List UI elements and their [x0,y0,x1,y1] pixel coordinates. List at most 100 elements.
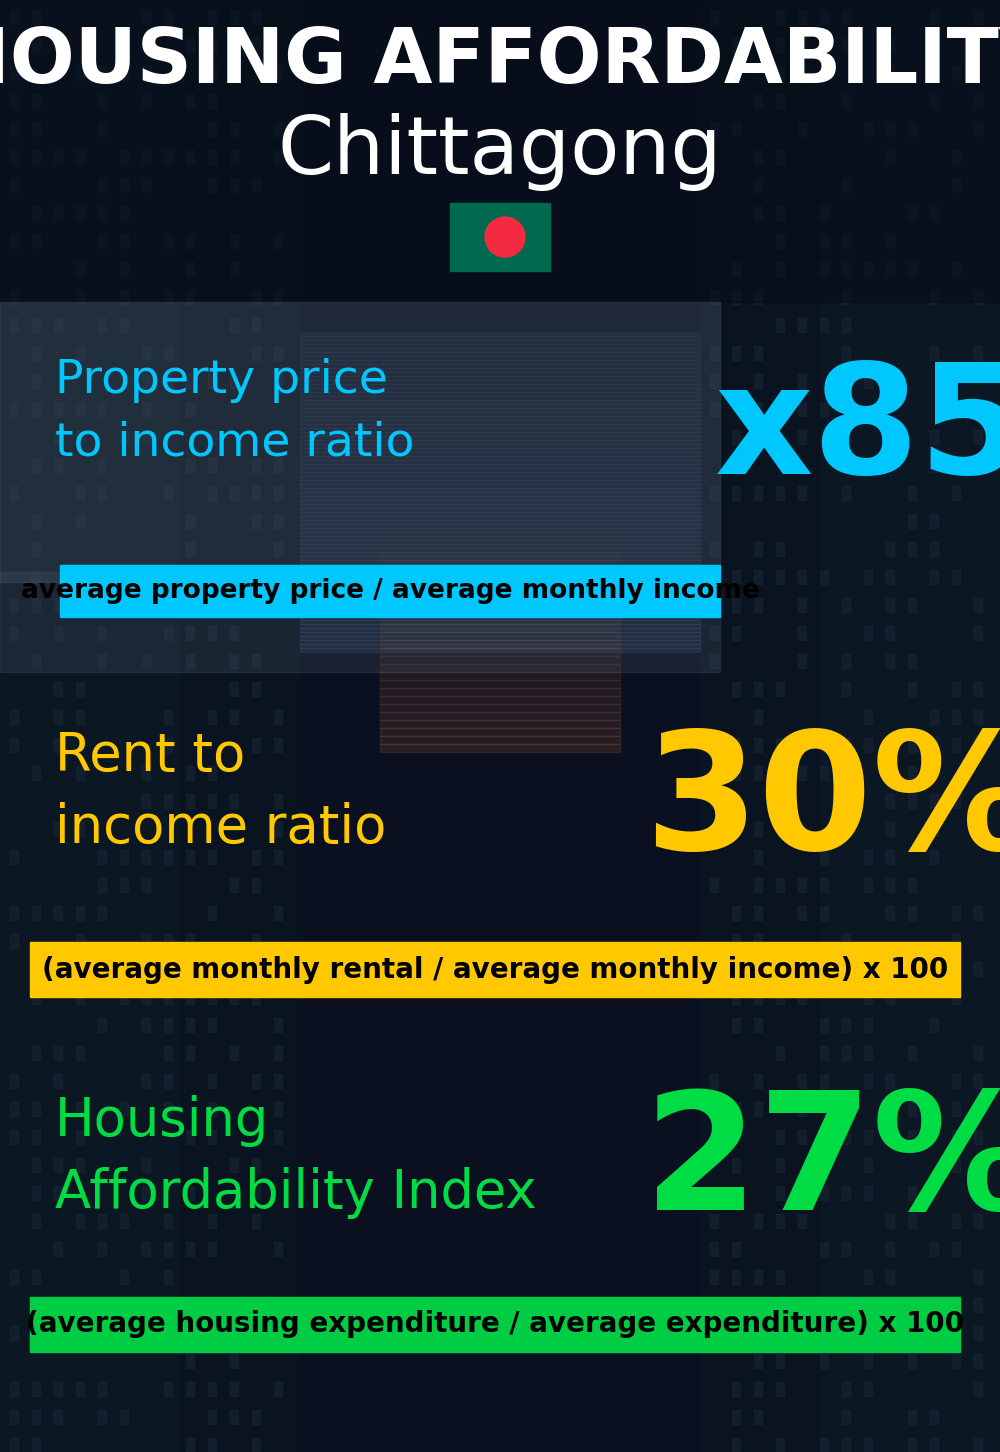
Bar [820,626,828,640]
Bar [710,179,718,192]
Bar [54,822,62,836]
Bar [930,1045,938,1060]
Bar [908,457,916,472]
Bar [776,571,784,584]
Bar [300,351,700,356]
Bar [142,849,150,864]
Bar [886,963,894,976]
Bar [164,122,172,136]
Bar [732,934,740,948]
Bar [10,1214,18,1228]
Bar [908,1241,916,1256]
Bar [732,963,740,976]
Bar [798,1270,806,1284]
Bar [776,457,784,472]
Bar [908,1159,916,1172]
Bar [10,290,18,303]
Bar [274,542,282,556]
Bar [380,640,620,648]
Bar [952,767,960,780]
Bar [230,1437,238,1452]
Bar [710,1102,718,1117]
Bar [120,1214,128,1228]
Bar [886,1241,894,1256]
Bar [300,624,700,629]
Bar [208,65,216,80]
Bar [732,682,740,696]
Bar [952,179,960,192]
Bar [300,579,700,584]
Bar [974,318,982,333]
Bar [864,963,872,976]
Bar [886,626,894,640]
Bar [274,375,282,388]
Bar [120,963,128,976]
Bar [798,430,806,444]
Text: Chittagong: Chittagong [278,113,722,192]
Bar [710,878,718,892]
Bar [76,653,84,668]
Bar [776,767,784,780]
Bar [54,1045,62,1060]
Bar [864,1437,872,1452]
Bar [820,653,828,668]
Bar [32,738,40,752]
Bar [252,150,260,164]
Bar [300,488,700,492]
Bar [908,261,916,276]
Bar [10,10,18,25]
Bar [300,611,700,616]
Bar [974,1326,982,1340]
Bar [842,738,850,752]
Bar [864,402,872,417]
Bar [974,430,982,444]
Bar [908,1186,916,1199]
Bar [54,150,62,164]
Bar [776,1241,784,1256]
Bar [274,934,282,948]
Bar [300,648,700,652]
Bar [974,346,982,360]
Bar [98,1130,106,1144]
Bar [120,822,128,836]
Bar [380,680,620,688]
Bar [274,906,282,921]
Bar [10,934,18,948]
Bar [98,626,106,640]
Bar [10,150,18,164]
Text: Property price
to income ratio: Property price to income ratio [55,359,414,466]
Bar [164,1159,172,1172]
Bar [952,1018,960,1032]
Bar [710,1437,718,1452]
Bar [76,878,84,892]
Bar [10,375,18,388]
Text: 27%: 27% [644,1086,1000,1244]
Bar [186,878,194,892]
Bar [952,122,960,136]
Bar [864,1159,872,1172]
Bar [120,878,128,892]
Bar [710,1159,718,1172]
Bar [842,1355,850,1368]
Bar [54,682,62,696]
Bar [274,1018,282,1032]
Bar [732,1018,740,1032]
Bar [274,1045,282,1060]
Bar [300,556,700,560]
Bar [820,122,828,136]
Bar [974,1159,982,1172]
Bar [186,767,194,780]
Bar [908,906,916,921]
Bar [10,457,18,472]
Bar [776,514,784,529]
Bar [300,629,700,632]
Bar [820,598,828,611]
Bar [164,38,172,52]
Bar [32,206,40,221]
Bar [930,179,938,192]
Bar [274,402,282,417]
Bar [300,497,700,499]
Bar [710,571,718,584]
Bar [98,822,106,836]
Bar [754,653,762,668]
